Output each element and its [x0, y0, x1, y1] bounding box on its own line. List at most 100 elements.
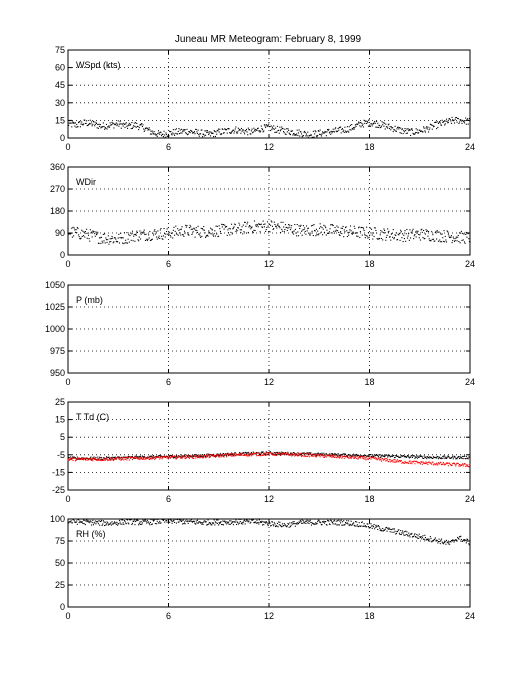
data-point	[350, 458, 352, 460]
data-point	[250, 521, 252, 523]
data-point	[343, 131, 345, 133]
data-point	[138, 524, 140, 526]
data-point	[186, 456, 188, 458]
data-point	[343, 236, 345, 238]
data-point	[206, 234, 208, 236]
data-point	[266, 125, 269, 127]
data-point	[198, 233, 200, 235]
data-point	[432, 234, 434, 236]
data-point	[382, 239, 384, 241]
data-point	[291, 523, 293, 525]
data-point	[214, 135, 217, 138]
data-point	[76, 520, 78, 522]
data-point	[160, 522, 162, 524]
data-point	[112, 523, 114, 525]
data-point	[131, 127, 134, 129]
data-point	[180, 457, 182, 459]
data-point	[130, 239, 132, 241]
data-point	[205, 521, 207, 523]
data-point	[157, 230, 159, 232]
data-point	[423, 462, 425, 464]
data-point	[281, 454, 283, 456]
data-point	[301, 133, 303, 135]
data-point	[220, 232, 222, 235]
data-point	[359, 236, 361, 239]
data-point	[377, 238, 379, 240]
data-point	[86, 120, 88, 122]
data-point	[291, 453, 293, 455]
data-point	[277, 130, 279, 132]
data-point	[104, 524, 106, 527]
data-point	[254, 452, 256, 454]
data-point	[71, 126, 73, 128]
data-point	[255, 522, 257, 524]
data-point	[223, 228, 225, 230]
data-point	[386, 126, 388, 128]
data-point	[195, 520, 197, 522]
data-point	[263, 453, 265, 455]
data-point	[122, 123, 124, 125]
data-point	[193, 455, 195, 457]
data-point	[379, 459, 381, 461]
data-point	[397, 455, 399, 457]
data-point	[299, 519, 301, 521]
data-point	[358, 522, 360, 524]
data-point	[340, 455, 342, 457]
data-point	[335, 523, 337, 525]
data-point	[371, 527, 373, 529]
data-point	[203, 453, 205, 456]
data-point	[200, 522, 202, 524]
data-point	[422, 237, 424, 239]
data-point	[112, 122, 114, 124]
data-point	[71, 522, 73, 524]
panel-label: WSpd (kts)	[76, 60, 121, 70]
data-point	[206, 455, 208, 457]
data-point	[243, 231, 245, 233]
data-point	[432, 238, 435, 240]
data-point	[387, 455, 389, 457]
data-point	[309, 456, 311, 458]
data-point	[268, 223, 270, 226]
data-point	[292, 133, 295, 135]
data-point	[396, 531, 398, 533]
data-point	[190, 456, 192, 458]
data-point	[387, 456, 389, 458]
data-point	[318, 130, 320, 132]
data-point	[320, 231, 322, 233]
data-point	[164, 521, 166, 523]
data-point	[128, 456, 130, 458]
data-point	[356, 456, 358, 458]
data-point	[432, 457, 434, 460]
data-point	[315, 454, 317, 456]
data-point	[393, 129, 396, 131]
data-point	[102, 459, 104, 461]
data-point	[427, 456, 430, 458]
data-point	[375, 232, 378, 234]
data-point	[398, 529, 400, 531]
data-point	[111, 458, 113, 460]
data-point	[208, 133, 210, 136]
data-point	[198, 454, 200, 456]
data-point	[201, 455, 203, 457]
data-point	[440, 539, 442, 541]
data-point	[212, 234, 214, 236]
data-point	[445, 543, 447, 545]
data-point	[369, 457, 371, 459]
data-point	[279, 521, 281, 523]
data-point	[117, 457, 119, 459]
data-point	[356, 453, 358, 455]
data-point	[278, 129, 280, 131]
data-point	[134, 125, 136, 128]
data-point	[199, 456, 201, 458]
data-point	[302, 522, 304, 524]
data-point	[266, 451, 269, 454]
data-point	[170, 131, 172, 133]
data-point	[113, 127, 115, 129]
data-point	[312, 453, 314, 455]
data-point	[97, 231, 99, 233]
data-point	[182, 455, 184, 457]
data-point	[146, 457, 148, 459]
data-point	[372, 456, 374, 458]
data-point	[423, 126, 425, 128]
data-point	[137, 457, 139, 459]
